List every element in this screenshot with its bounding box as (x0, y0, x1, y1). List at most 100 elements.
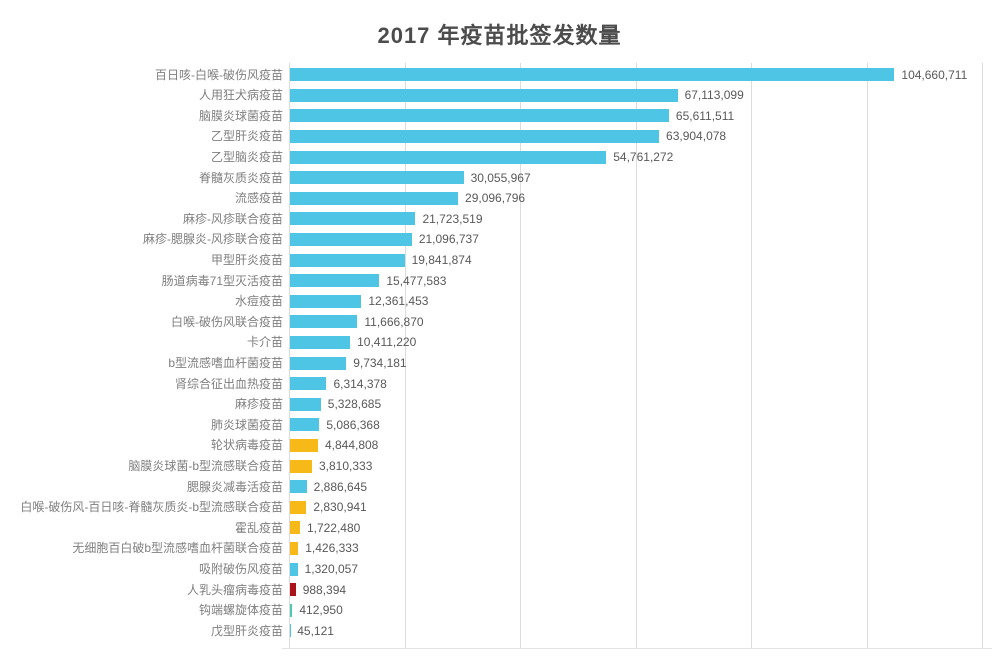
category-label: 水痘疫苗 (234, 294, 283, 309)
category-label: 甲型肝炎疫苗 (210, 252, 283, 267)
bar (290, 171, 464, 185)
value-label: 2,830,941 (313, 500, 367, 515)
value-label: 4,844,808 (324, 438, 379, 453)
bar (290, 542, 299, 556)
gridline (404, 63, 406, 648)
category-label: 肺炎球菌疫苗 (210, 417, 283, 432)
value-label: 3,810,333 (319, 458, 373, 473)
value-label: 1,426,333 (305, 541, 359, 556)
bar (290, 68, 895, 82)
category-label: 吸附破伤风疫苗 (198, 561, 283, 576)
category-label: 麻疹疫苗 (234, 397, 283, 412)
category-label: 人乳头瘤病毒疫苗 (186, 582, 283, 597)
value-label: 11,666,870 (364, 314, 424, 329)
bar-row: 卡介苗 10,411,220 (0, 332, 999, 353)
bar-row: 脑膜炎球菌-b型流感联合疫苗 3,810,333 (0, 456, 999, 477)
bar-row: 脊髓灰质炎疫苗 30,055,967 (0, 168, 999, 189)
value-label: 1,722,480 (306, 520, 361, 535)
category-label: 肠道病毒71型灭活疫苗 (161, 273, 283, 288)
bar-row: 水痘疫苗 12,361,453 (0, 291, 999, 312)
bar (290, 500, 307, 514)
bar (290, 377, 327, 391)
category-label: 乙型脑炎疫苗 (210, 149, 283, 164)
chart-baseline (282, 648, 992, 649)
value-label: 45,121 (297, 623, 334, 638)
bar (290, 459, 312, 473)
value-label: 10,411,220 (357, 335, 417, 350)
bar-row: 无细胞百白破b型流感嗜血杆菌联合疫苗 1,426,333 (0, 538, 999, 559)
bar-row: 麻疹-风疹联合疫苗 21,723,519 (0, 209, 999, 230)
bar-row: 流感疫苗 29,096,796 (0, 188, 999, 209)
bar (290, 109, 669, 123)
value-label: 2,886,645 (313, 479, 368, 494)
bar (290, 88, 678, 102)
category-label: 百日咳-白喉-破伤风疫苗 (155, 67, 283, 82)
bar-row: 白喉-破伤风联合疫苗 11,666,870 (0, 312, 999, 333)
value-label: 65,611,511 (675, 108, 735, 123)
gridline (289, 63, 290, 648)
bar-row: 人乳头瘤病毒疫苗 988,394 (0, 580, 999, 601)
bar (290, 583, 296, 597)
bar (290, 397, 321, 411)
gridline (520, 63, 521, 648)
bar-row: 吸附破伤风疫苗 1,320,057 (0, 559, 999, 580)
category-label: 麻疹-风疹联合疫苗 (183, 211, 283, 226)
category-label: 乙型肝炎疫苗 (210, 129, 283, 144)
category-label: 戊型肝炎疫苗 (210, 623, 283, 638)
value-label: 54,761,272 (613, 149, 674, 164)
bar (290, 130, 660, 144)
category-label: 流感疫苗 (234, 191, 283, 206)
gridline (751, 63, 752, 648)
bar (290, 253, 405, 267)
value-label: 63,904,078 (666, 129, 727, 144)
bar-row: 肠道病毒71型灭活疫苗 15,477,583 (0, 271, 999, 292)
bar (290, 233, 412, 247)
bar-row: 麻疹疫苗 5,328,685 (0, 394, 999, 415)
bar-row: 甲型肝炎疫苗 19,841,874 (0, 250, 999, 271)
value-label: 412,950 (299, 603, 343, 618)
category-label: 霍乱疫苗 (234, 520, 283, 535)
bar (290, 150, 607, 164)
category-label: 人用狂犬病疫苗 (198, 88, 283, 103)
page-title: 2017 年疫苗批签发数量 (377, 23, 622, 48)
category-label: 脊髓灰质炎疫苗 (198, 170, 283, 185)
gridline (635, 63, 637, 648)
gridline (866, 63, 868, 648)
bar (290, 356, 347, 370)
bar-row: 脑膜炎球菌疫苗 65,611,511 (0, 106, 999, 127)
value-label: 15,477,583 (386, 273, 447, 288)
bar-row: 霍乱疫苗 1,722,480 (0, 518, 999, 539)
value-label: 988,394 (302, 582, 347, 597)
bar-row: 乙型脑炎疫苗 54,761,272 (0, 147, 999, 168)
category-label: 钩端螺旋体疫苗 (198, 603, 283, 618)
value-label: 12,361,453 (368, 294, 429, 309)
category-label: 脑膜炎球菌-b型流感联合疫苗 (128, 458, 283, 473)
value-label: 67,113,099 (684, 88, 744, 103)
bar-row: 麻疹-腮腺炎-风疹联合疫苗 21,096,737 (0, 229, 999, 250)
value-label: 19,841,874 (411, 252, 472, 267)
category-label: 卡介苗 (246, 335, 283, 350)
bar (290, 274, 380, 288)
value-label: 21,723,519 (422, 211, 483, 226)
value-label: 1,320,057 (304, 561, 358, 576)
category-label: b型流感嗜血杆菌疫苗 (168, 355, 283, 370)
value-label: 6,314,378 (333, 376, 387, 391)
bar (290, 521, 300, 535)
bar-row: 白喉-破伤风-百日咳-脊髓灰质炎-b型流感联合疫苗 2,830,941 (0, 497, 999, 518)
bar (290, 315, 358, 329)
category-label: 肾综合征出血热疫苗 (174, 376, 283, 391)
category-label: 白喉-破伤风联合疫苗 (171, 314, 283, 329)
bar-row: 人用狂犬病疫苗 67,113,099 (0, 85, 999, 106)
bar (290, 336, 351, 350)
bar-row: 腮腺炎减毒活疫苗 2,886,645 (0, 477, 999, 498)
bar-row: 轮状病毒疫苗 4,844,808 (0, 435, 999, 456)
bar-row: b型流感嗜血杆菌疫苗 9,734,181 (0, 353, 999, 374)
bar (290, 191, 459, 205)
value-label: 21,096,737 (418, 232, 479, 247)
category-label: 麻疹-腮腺炎-风疹联合疫苗 (143, 232, 283, 247)
bar (290, 480, 307, 494)
value-label: 5,086,368 (326, 417, 380, 432)
value-label: 30,055,967 (470, 170, 531, 185)
